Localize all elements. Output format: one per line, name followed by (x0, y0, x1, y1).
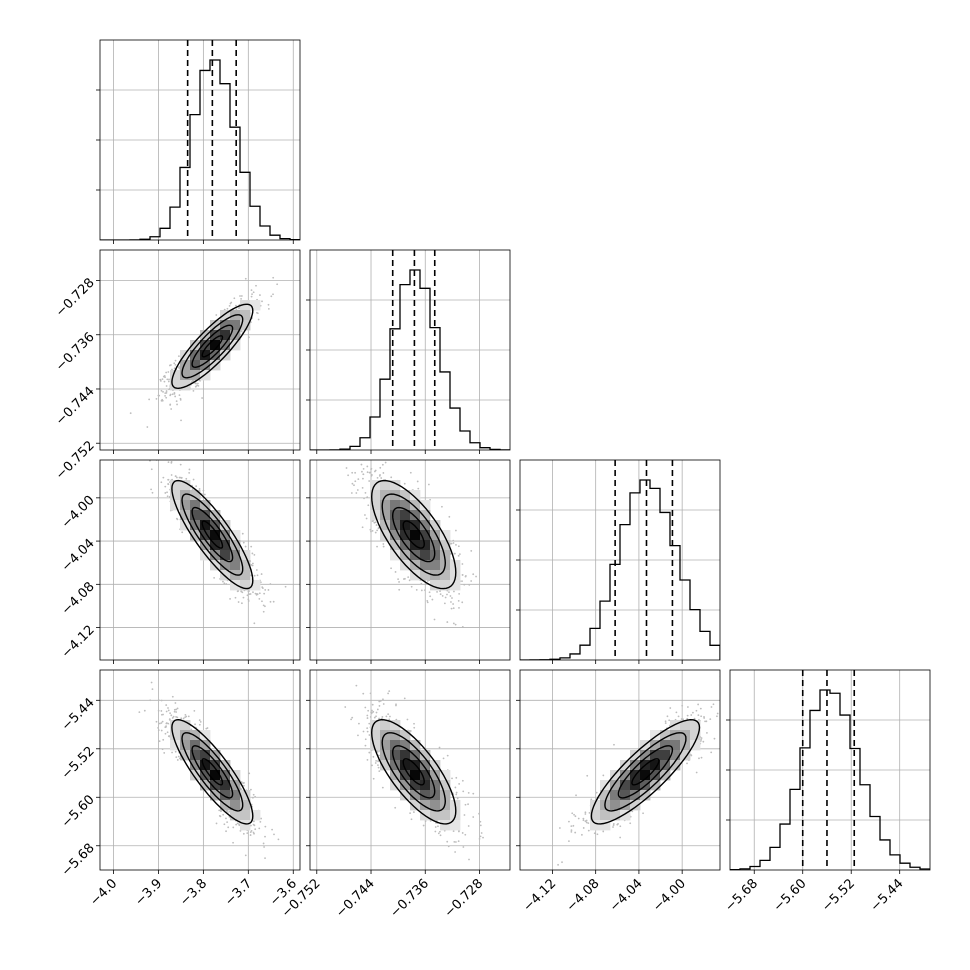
x-tick-label-2-1: −4.08 (564, 876, 603, 915)
panel-0-0 (96, 39, 301, 244)
x-tick-label-3-3: −5.44 (868, 876, 907, 915)
contour-0-3-1 (191, 745, 234, 799)
contour-0-3-2 (181, 732, 244, 812)
contour-2-3-3 (590, 718, 701, 825)
contour-0-2-3 (171, 479, 254, 590)
y-tick-label-3-3: −5.44 (59, 695, 98, 734)
panel-0-3: −5.68−5.60−5.52−5.44−4.0 −3.9 −3.8 −3.7 −3.6 (59, 669, 301, 909)
y-tick-label-1-1: −0.744 (53, 384, 98, 429)
x-tick-label-1-2: −0.736 (387, 876, 432, 921)
panel-frame-1-2 (309, 459, 511, 661)
panel-frame-1-3 (309, 669, 511, 871)
x-tick-label-2-0: −4.12 (520, 876, 559, 915)
panel-frame-0-3 (99, 669, 301, 871)
x-tick-label-3-2: −5.52 (819, 876, 858, 915)
panel-1-1 (306, 249, 511, 454)
panel-2-3: −4.12 −4.08 −4.04 −4.00 (516, 669, 721, 915)
x-tick-label-3-0: −5.68 (722, 876, 761, 915)
x-tick-label-2-3: −4.00 (650, 876, 689, 915)
histogram-0 (100, 59, 300, 240)
contour-1-2-2 (381, 493, 447, 576)
contour-0-2-2 (181, 493, 244, 576)
contour-1-3-2 (381, 732, 447, 812)
panel-0-1: −0.752 −0.744 −0.736 −0.728 (53, 249, 301, 483)
panel-frame-2-2 (519, 459, 721, 661)
histogram-2 (520, 479, 720, 660)
panel-2-2 (516, 459, 721, 664)
panel-3-3: −5.68 −5.60 −5.52 −5.44 (722, 669, 931, 915)
contour-1-2-0 (402, 520, 425, 549)
y-tick-label-2-2: −4.04 (59, 536, 98, 575)
contour-1-2-3 (370, 479, 457, 590)
panel-frame-3-3 (729, 669, 931, 871)
contour-1-2-1 (391, 506, 436, 563)
panel-frame-0-1 (99, 249, 301, 451)
panel-frame-2-3 (519, 669, 721, 871)
contour-1-3-1 (391, 745, 436, 799)
panel-frame-0-2 (99, 459, 301, 661)
contour-0-1-2 (181, 314, 244, 379)
x-tick-label-0-3: −3.7 (222, 876, 255, 909)
contour-0-1-3 (171, 303, 254, 390)
contour-1-3-3 (370, 718, 457, 825)
panel-0-2: −4.12 −4.08 −4.04 −4.00 (59, 459, 301, 664)
y-tick-label-2-1: −4.08 (59, 579, 98, 618)
contour-0-3-0 (201, 758, 224, 786)
contour-2-3-2 (604, 732, 687, 812)
contour-1-3-0 (402, 758, 425, 786)
contour-0-3-3 (171, 718, 254, 825)
contour-0-2-1 (191, 506, 234, 563)
x-tick-label-1-1: −0.744 (333, 876, 378, 921)
y-tick-label-1-0: −0.752 (53, 438, 98, 483)
contour-0-1-0 (201, 335, 224, 358)
x-tick-label-2-2: −4.04 (607, 876, 646, 915)
x-tick-label-0-1: −3.9 (132, 876, 165, 909)
y-tick-label-1-3: −0.728 (53, 276, 98, 321)
x-tick-label-1-3: −0.728 (442, 876, 487, 921)
y-tick-label-3-0: −5.68 (59, 841, 98, 880)
x-tick-label-0-2: −3.8 (177, 876, 210, 909)
histogram-1 (310, 269, 510, 450)
panel-frame-1-1 (309, 249, 511, 451)
panel-1-2 (306, 459, 511, 664)
panel-frame-0-0 (99, 39, 301, 241)
y-tick-label-2-0: −4.12 (59, 623, 98, 662)
contour-0-2-0 (201, 520, 224, 549)
panel-1-3: −0.752 −0.744 −0.736 −0.728 (279, 669, 511, 921)
y-tick-label-3-2: −5.52 (59, 744, 98, 783)
y-tick-label-1-2: −0.736 (53, 330, 98, 375)
y-tick-label-2-3: −4.00 (59, 493, 98, 532)
contour-2-3-0 (631, 758, 660, 786)
x-tick-label-3-1: −5.60 (771, 876, 810, 915)
y-tick-label-3-1: −5.60 (59, 792, 98, 831)
contour-0-1-1 (191, 324, 234, 369)
histogram-3 (730, 689, 930, 870)
x-tick-label-0-0: −4.0 (87, 876, 120, 909)
contour-2-3-1 (617, 745, 674, 799)
